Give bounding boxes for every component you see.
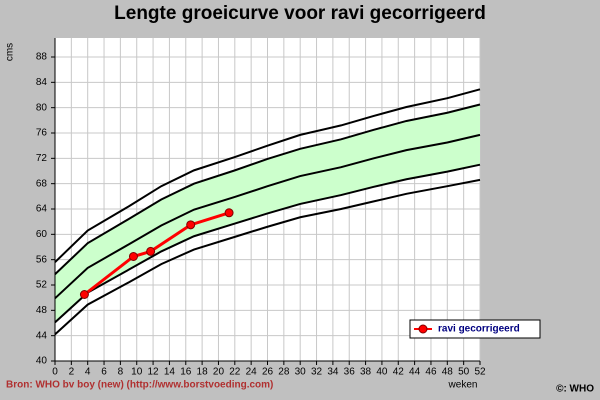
reference-curve — [54, 88, 481, 263]
x-tick-label: 8 — [118, 367, 124, 378]
x-tick-label: 52 — [474, 367, 486, 378]
x-tick-label: 44 — [409, 367, 421, 378]
reference-curve — [54, 103, 481, 275]
data-point — [146, 246, 156, 256]
x-tick-label: 30 — [295, 367, 307, 378]
copyright: ©: WHO — [556, 384, 594, 395]
y-tick-label: 60 — [36, 229, 48, 240]
y-tick-label: 68 — [36, 178, 48, 189]
y-tick-label: 84 — [36, 77, 48, 88]
x-axis-label: weken — [448, 380, 478, 391]
x-tick-label: 10 — [131, 367, 143, 378]
x-tick-label: 20 — [213, 367, 225, 378]
legend-box — [409, 319, 541, 339]
x-tick-label: 40 — [376, 367, 388, 378]
legend-marker — [418, 324, 428, 334]
y-tick-label: 52 — [36, 280, 48, 291]
legend-label: ravi gecorrigeerd — [438, 324, 520, 335]
y-tick-label: 40 — [36, 356, 48, 367]
reference-curve — [54, 178, 481, 336]
x-tick-label: 36 — [344, 367, 356, 378]
y-tick-label: 64 — [36, 204, 48, 215]
x-tick-label: 26 — [262, 367, 274, 378]
data-point — [79, 290, 89, 299]
data-point — [128, 252, 138, 261]
x-tick-label: 16 — [180, 367, 192, 378]
y-tick-label: 80 — [36, 102, 48, 113]
x-tick-label: 38 — [360, 367, 372, 378]
y-tick-label: 72 — [36, 153, 48, 164]
x-tick-label: 2 — [69, 367, 75, 378]
x-tick-label: 48 — [442, 367, 454, 378]
data-point — [224, 208, 234, 218]
x-tick-label: 28 — [278, 367, 290, 378]
x-tick-label: 24 — [246, 367, 258, 378]
chart-title: Lengte groeicurve voor ravi gecorrigeerd — [114, 3, 486, 24]
x-tick-label: 50 — [458, 367, 470, 378]
y-tick-label: 48 — [36, 305, 48, 316]
x-tick-label: 14 — [164, 367, 176, 378]
x-tick-label: 32 — [311, 367, 323, 378]
x-tick-label: 18 — [197, 367, 209, 378]
x-tick-label: 34 — [327, 367, 339, 378]
source: Bron: WHO bv boy (new) (http://www.borst… — [6, 380, 273, 391]
x-tick-label: 0 — [52, 367, 58, 378]
reference-curve — [54, 133, 481, 300]
y-tick-label: 76 — [36, 128, 48, 139]
x-tick-label: 22 — [229, 367, 241, 378]
reference-curve — [54, 163, 481, 324]
x-tick-label: 4 — [85, 367, 91, 378]
y-tick-label: 56 — [36, 254, 48, 265]
data-point — [186, 220, 196, 230]
x-tick-label: 6 — [101, 367, 107, 378]
x-tick-label: 46 — [425, 367, 437, 378]
y-tick-label: 44 — [36, 330, 48, 341]
x-tick-label: 12 — [148, 367, 160, 378]
x-tick-label: 42 — [393, 367, 405, 378]
y-axis-label: cms — [5, 43, 16, 61]
y-tick-label: 88 — [36, 52, 48, 63]
